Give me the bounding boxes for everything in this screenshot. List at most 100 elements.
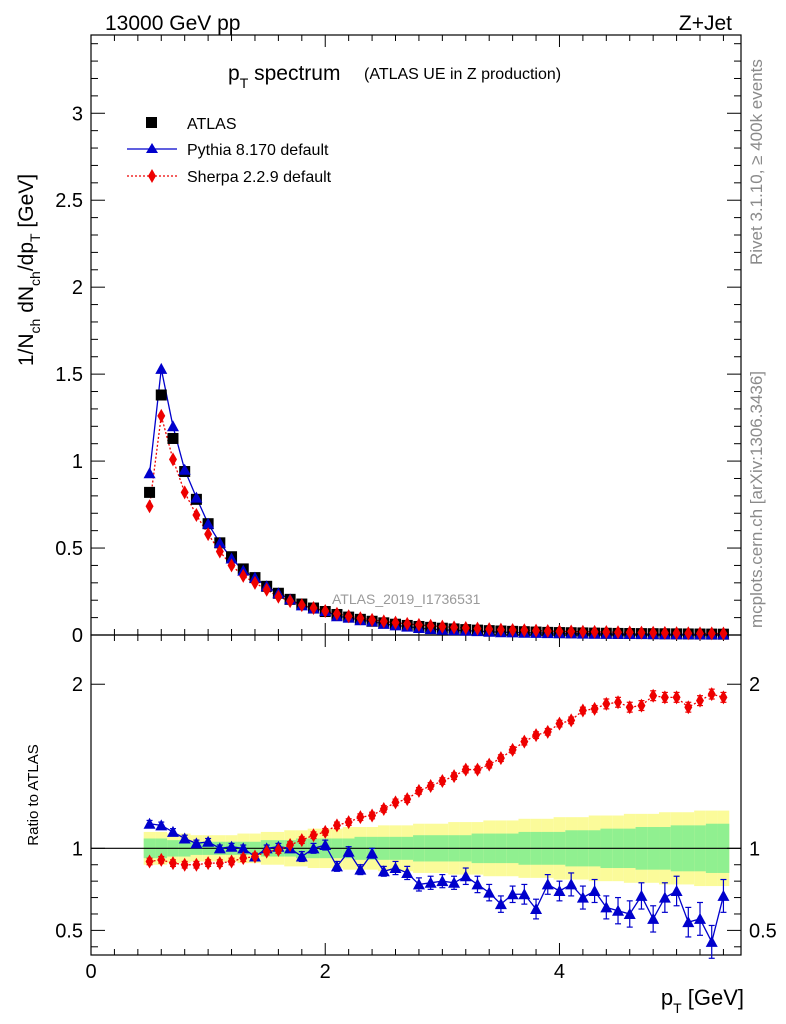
point-ratio-triangle	[225, 840, 238, 852]
point-ratio-triangle	[412, 878, 425, 890]
point-ratio-diamond	[719, 690, 728, 705]
legend: ATLAS Pythia 8.170 default Sherpa 2.2.9 …	[127, 116, 332, 186]
point-ratio-diamond	[660, 690, 669, 705]
point-top-diamond	[450, 620, 459, 635]
point-top-diamond	[555, 624, 564, 639]
point-ratio-triangle	[143, 817, 156, 829]
analysis-tag: ATLAS_2019_I1736531	[332, 591, 481, 607]
point-top-diamond	[602, 625, 611, 640]
point-ratio-diamond	[379, 801, 388, 816]
point-ratio-diamond	[403, 792, 412, 807]
point-ratio-diamond	[157, 852, 166, 867]
point-top-diamond	[590, 624, 599, 639]
y-tick-label-ratio: 0.5	[55, 920, 83, 942]
point-top-diamond	[157, 408, 166, 423]
point-ratio-triangle	[600, 901, 613, 913]
point-top-diamond	[637, 625, 646, 640]
point-top-diamond	[473, 621, 482, 636]
point-top-diamond	[344, 609, 353, 624]
process-label: Z+Jet	[679, 12, 732, 35]
point-ratio-diamond	[649, 688, 658, 703]
point-top-diamond	[168, 452, 177, 467]
point-ratio-diamond	[274, 842, 283, 857]
y-tick-label-top: 1.5	[55, 364, 83, 386]
legend-pythia-label: Pythia 8.170 default	[187, 142, 329, 159]
point-ratio-triangle	[166, 825, 179, 837]
point-top-diamond	[707, 626, 716, 641]
point-top-diamond	[414, 617, 423, 632]
point-top-diamond	[543, 624, 552, 638]
chart-title: pT spectrum	[228, 62, 340, 91]
point-ratio-diamond	[508, 742, 517, 757]
point-ratio-diamond	[215, 856, 224, 871]
point-ratio-triangle	[541, 878, 554, 890]
point-ratio-diamond	[391, 795, 400, 810]
point-ratio-diamond	[520, 734, 529, 749]
point-ratio-triangle	[330, 860, 343, 872]
point-ratio-triangle	[717, 889, 730, 901]
y-tick-label-ratio: 1	[72, 838, 83, 860]
point-ratio-triangle	[565, 878, 578, 890]
point-ratio-triangle	[448, 876, 461, 888]
point-top-diamond	[684, 626, 693, 641]
point-top-diamond	[286, 594, 295, 609]
point-ratio-triangle	[354, 863, 367, 875]
point-top-triangle	[143, 467, 156, 479]
y-tick-label-ratio: 2	[72, 674, 83, 696]
point-top-diamond	[274, 589, 283, 604]
point-ratio-diamond	[614, 695, 623, 710]
point-top-diamond	[485, 622, 494, 637]
point-ratio-diamond	[227, 854, 236, 869]
point-ratio-triangle	[530, 903, 543, 915]
point-ratio-diamond	[672, 690, 681, 705]
point-ratio-triangle	[623, 907, 636, 919]
point-ratio-diamond	[262, 844, 271, 859]
x-tick-label: 2	[320, 961, 331, 983]
point-ratio-diamond	[567, 713, 576, 728]
point-ratio-diamond	[555, 716, 564, 731]
legend-atlas-marker	[146, 117, 157, 128]
point-ratio-triangle	[366, 847, 379, 859]
point-top-triangle	[190, 491, 203, 503]
point-ratio-diamond	[344, 815, 353, 830]
point-ratio-diamond	[192, 857, 201, 872]
point-ratio-diamond	[426, 778, 435, 793]
point-ratio-triangle	[342, 845, 355, 857]
point-ratio-triangle	[178, 832, 191, 844]
x-tick-label: 0	[85, 961, 96, 983]
point-ratio-diamond	[696, 693, 705, 708]
y-tick-label-top: 0	[72, 625, 83, 647]
point-top-diamond	[426, 618, 435, 633]
point-ratio-diamond	[485, 757, 494, 772]
point-top-diamond	[379, 614, 388, 629]
legend-sherpa-marker	[148, 169, 156, 183]
point-ratio-diamond	[602, 696, 611, 711]
y-tick-label-top: 0.5	[55, 538, 83, 560]
point-top-diamond	[309, 601, 318, 616]
point-ratio-triangle	[518, 888, 531, 900]
point-top-diamond	[520, 623, 529, 638]
point-top-triangle	[155, 362, 168, 374]
point-ratio-triangle	[483, 886, 496, 898]
chart-subtitle: (ATLAS UE in Z production)	[364, 66, 561, 83]
point-top-diamond	[403, 616, 412, 631]
point-ratio-diamond	[414, 783, 423, 798]
point-ratio-triangle	[612, 904, 625, 916]
point-ratio-triangle	[494, 898, 507, 910]
point-top-diamond	[508, 622, 517, 637]
y-tick-label-top: 1	[72, 451, 83, 473]
legend-pythia-marker	[146, 143, 158, 153]
point-ratio-triangle	[694, 912, 707, 924]
point-top-diamond	[180, 485, 189, 500]
point-top-square	[155, 389, 167, 401]
x-tick-label: 4	[554, 961, 565, 983]
point-top-diamond	[262, 582, 271, 597]
point-top-square	[167, 432, 179, 444]
point-ratio-diamond	[637, 698, 646, 713]
point-top-diamond	[356, 611, 365, 626]
point-ratio-triangle	[389, 862, 402, 874]
point-top-square	[144, 486, 156, 498]
point-ratio-diamond	[145, 854, 154, 869]
point-top-diamond	[438, 619, 447, 634]
point-ratio-diamond	[450, 769, 459, 784]
